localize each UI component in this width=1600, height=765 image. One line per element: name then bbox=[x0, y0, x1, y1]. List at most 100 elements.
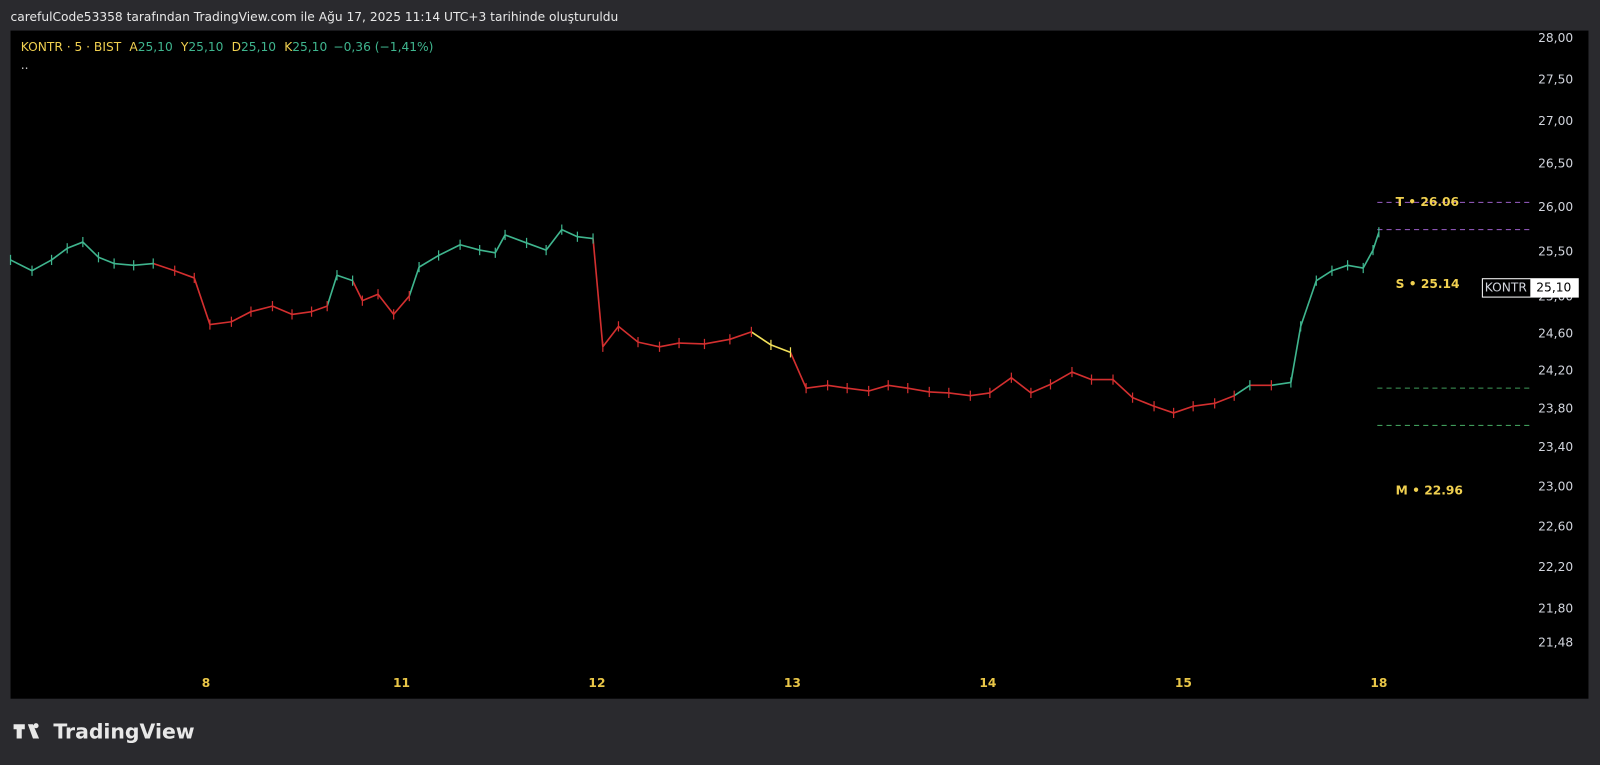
price-segment bbox=[770, 344, 791, 354]
price-segment bbox=[617, 325, 639, 343]
legend-extra: .. bbox=[21, 58, 29, 72]
level-annotation: S • 25.14 bbox=[1396, 277, 1460, 291]
price-segment bbox=[250, 305, 273, 313]
y-tick-label: 23,40 bbox=[1538, 440, 1573, 454]
price-segment bbox=[750, 331, 772, 346]
y-tick-label: 22,60 bbox=[1538, 520, 1573, 534]
x-tick-label: 11 bbox=[393, 676, 410, 690]
y-tick-label: 23,00 bbox=[1538, 480, 1573, 494]
price-segment bbox=[336, 274, 353, 282]
price-segment bbox=[272, 305, 293, 316]
y-tick-label: 21,48 bbox=[1538, 635, 1573, 649]
legend-value: 25,10 bbox=[188, 39, 223, 53]
price-segment bbox=[789, 352, 807, 389]
price-segment bbox=[561, 228, 578, 238]
level-annotation: T • 26.06 bbox=[1396, 195, 1459, 209]
price-segment bbox=[1362, 249, 1374, 269]
price-segment bbox=[545, 229, 563, 251]
price-segment bbox=[868, 384, 889, 392]
x-tick-label: 18 bbox=[1370, 676, 1387, 690]
price-segment bbox=[174, 269, 195, 279]
price-segment bbox=[1299, 280, 1318, 327]
y-tick-label: 23,80 bbox=[1538, 402, 1573, 416]
plot: KONTR · 5 · BIST A25,10 Y25,10 D25,10 K25,10… bbox=[9, 31, 1579, 690]
legend-key: D bbox=[232, 39, 241, 53]
price-segment bbox=[66, 241, 84, 250]
price-segment bbox=[679, 342, 705, 345]
price-segment bbox=[1372, 232, 1380, 251]
price-segment bbox=[704, 338, 731, 345]
price-segment bbox=[602, 325, 620, 348]
y-tick-label: 21,80 bbox=[1538, 602, 1573, 616]
y-tick-label: 25,50 bbox=[1538, 244, 1573, 258]
legend-value: 25,10 bbox=[241, 39, 276, 53]
price-segment bbox=[1331, 264, 1348, 272]
price-segment bbox=[948, 392, 971, 397]
x-tick-label: 13 bbox=[784, 676, 801, 690]
price-segment bbox=[637, 341, 660, 348]
legend-value: 25,10 bbox=[138, 39, 173, 53]
legend-key: K bbox=[284, 39, 293, 53]
price-segment bbox=[209, 320, 232, 326]
price-segment bbox=[362, 293, 379, 302]
y-tick-label: 26,50 bbox=[1538, 157, 1573, 171]
price-segment bbox=[970, 392, 990, 397]
price-segment bbox=[989, 377, 1012, 394]
price-segment bbox=[827, 384, 848, 389]
x-tick-label: 8 bbox=[202, 676, 211, 690]
price-segment bbox=[31, 259, 52, 272]
y-tick-label: 28,00 bbox=[1538, 31, 1573, 45]
price-segment bbox=[98, 256, 115, 265]
x-tick-label: 14 bbox=[979, 676, 996, 690]
price-segment bbox=[729, 331, 752, 341]
x-tick-label: 15 bbox=[1175, 676, 1192, 690]
logo-icon bbox=[13, 723, 40, 739]
price-segment bbox=[231, 310, 252, 323]
price-segment bbox=[577, 235, 594, 240]
price-segment bbox=[1153, 405, 1174, 414]
price-segment bbox=[1010, 377, 1032, 394]
legend-value: 25,10 bbox=[292, 39, 327, 53]
legend-symbol: KONTR · 5 · BIST bbox=[21, 39, 122, 53]
legend-change: −0,36 (−1,41%) bbox=[333, 39, 433, 53]
price-segment bbox=[1233, 384, 1251, 397]
price-segment bbox=[1271, 381, 1292, 387]
y-tick-label: 22,20 bbox=[1538, 560, 1573, 574]
price-segment bbox=[311, 305, 328, 313]
brand: TradingView bbox=[53, 719, 194, 743]
price-segment bbox=[114, 262, 134, 267]
chart-area bbox=[10, 30, 1589, 699]
y-tick-label: 27,00 bbox=[1538, 114, 1573, 128]
price-segment bbox=[659, 342, 680, 348]
y-tick-label: 24,60 bbox=[1538, 326, 1573, 340]
tv-logo: TradingView bbox=[13, 719, 195, 743]
y-tick-label: 26,00 bbox=[1538, 200, 1573, 214]
x-tick-label: 12 bbox=[588, 676, 605, 690]
price-segment bbox=[438, 244, 461, 257]
price-segment bbox=[377, 293, 395, 315]
price-segment bbox=[847, 387, 869, 392]
price-segment bbox=[1347, 264, 1364, 269]
price-tag-name: KONTR bbox=[1485, 280, 1528, 294]
price-segment bbox=[1173, 405, 1194, 414]
price-segment bbox=[1030, 383, 1051, 394]
price-segment bbox=[82, 241, 100, 258]
price-segment bbox=[408, 266, 420, 297]
legend-key: Y bbox=[180, 39, 189, 53]
price-segment bbox=[418, 254, 440, 268]
price-segment bbox=[888, 384, 908, 389]
price-segment bbox=[526, 242, 547, 251]
header-text: carefulCode53358 tarafından TradingView.… bbox=[11, 10, 619, 24]
price-segment bbox=[1193, 402, 1215, 408]
price-segment bbox=[1071, 371, 1092, 381]
price-segment bbox=[51, 247, 68, 261]
price-segment bbox=[907, 387, 930, 393]
price-segment bbox=[133, 262, 154, 267]
price-tag-value-bg bbox=[1530, 278, 1579, 298]
price-segment bbox=[459, 243, 480, 251]
price-segment bbox=[504, 234, 527, 244]
price-segment bbox=[193, 277, 211, 325]
legend-key: A bbox=[129, 39, 138, 53]
